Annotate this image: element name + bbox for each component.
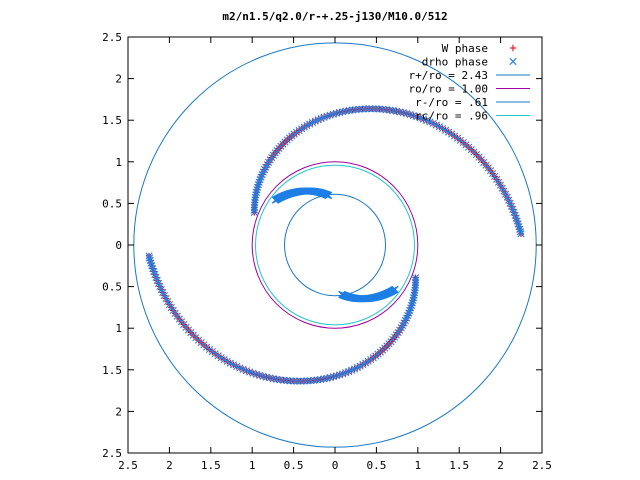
- circle-rcro: [255, 164, 415, 326]
- y-tick-label: 0.5: [102, 197, 122, 210]
- drho-phase-point: [369, 105, 377, 113]
- legend-label: r+/ro = 2.43: [409, 69, 488, 82]
- drho-phase-point: [412, 276, 420, 284]
- y-tick-label: 1.5: [102, 114, 122, 127]
- x-tick-label: 1: [414, 459, 421, 472]
- legend-marker: [509, 57, 517, 66]
- drho-phase-point: [250, 206, 258, 214]
- drho-phase-point: [250, 208, 258, 217]
- x-tick-label: 2: [166, 459, 173, 472]
- y-tick-label: 0.5: [102, 281, 122, 294]
- drho-phase-point: [406, 306, 414, 315]
- x-tick-label: 1.5: [449, 459, 469, 472]
- drho-phase-point: [296, 377, 305, 385]
- drho-phase-point: [407, 304, 415, 312]
- x-tick-label: 0.5: [366, 459, 386, 472]
- y-tick-label: 2: [115, 405, 122, 418]
- x-tick-label: 2.5: [532, 459, 552, 472]
- legend-label: ro/ro = 1.00: [409, 83, 488, 96]
- drho-phase-point: [145, 254, 154, 262]
- axis-ticks: 2.5 2 1.5 1 0.5 0 0.5 1 1.5 2 2.52.521.510.500.511…: [102, 31, 552, 472]
- drho-phase-point: [412, 274, 420, 282]
- drho-phase-point: [146, 256, 154, 264]
- drho-phase-point: [145, 252, 153, 260]
- x-tick-label: 0: [332, 459, 339, 472]
- data-points: [145, 44, 525, 385]
- x-tick-label: 0.5: [284, 459, 304, 472]
- y-tick-label: 1: [115, 156, 122, 169]
- legend-label: rc/ro = .96: [415, 110, 488, 123]
- x-tick-label: 1.5: [201, 459, 221, 472]
- drho-phase-point: [256, 176, 264, 184]
- x-tick-label: 2: [497, 459, 504, 472]
- legend-label: W phase: [442, 42, 488, 55]
- drho-phase-point: [293, 377, 301, 385]
- drho-phase-point: [271, 196, 279, 204]
- y-tick-label: 0: [115, 239, 122, 252]
- drho-phase-point: [365, 105, 373, 113]
- legend-label: r-/ro = .61: [415, 96, 488, 109]
- y-tick-label: 2.5: [102, 447, 122, 460]
- drho-phase-point: [517, 230, 525, 238]
- y-tick-label: 1: [115, 322, 122, 335]
- drho-phase-point: [254, 181, 262, 189]
- circle-r-ro: [283, 193, 387, 297]
- x-tick-label: 2.5: [118, 459, 138, 472]
- drho-phase-point: [255, 178, 263, 186]
- y-tick-label: 1.5: [102, 364, 122, 377]
- y-tick-label: 2.5: [102, 31, 122, 44]
- drho-phase-point: [391, 285, 399, 293]
- circle-roro: [251, 161, 419, 329]
- drho-phase-point: [516, 228, 525, 236]
- drho-phase-point: [407, 301, 416, 310]
- x-tick-label: 1: [249, 459, 256, 472]
- drho-phase-point: [516, 225, 524, 233]
- y-tick-label: 2: [115, 73, 122, 86]
- legend-marker: [509, 44, 517, 52]
- legend-label: drho phase: [422, 56, 488, 69]
- chart-title: m2/n1.5/q2.0/r-+.25-j130/M10.0/512: [222, 10, 447, 23]
